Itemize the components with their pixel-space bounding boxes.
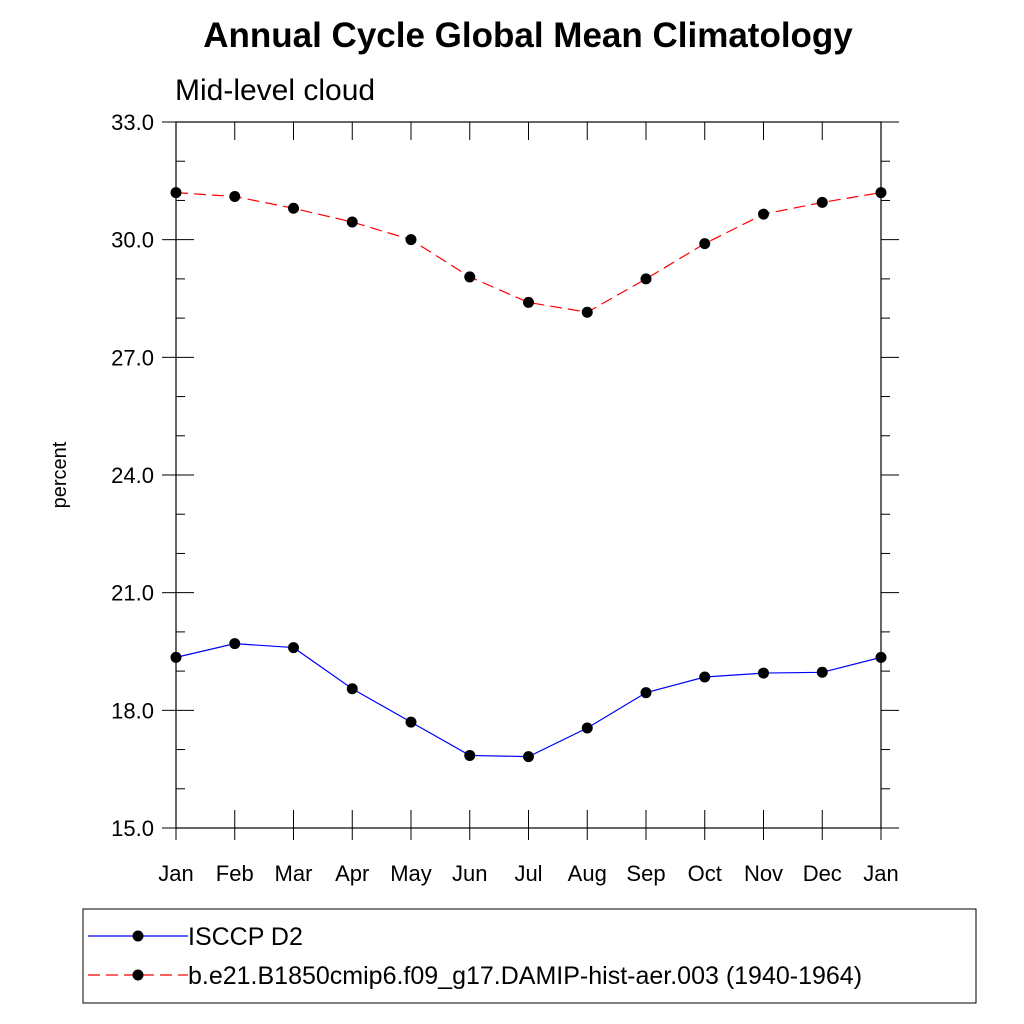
x-tick-labels: Jan Feb Mar Apr May Jun Jul Aug Sep Oct Nov Dec Jan	[158, 861, 898, 886]
series-0-point	[699, 671, 711, 683]
series-0-point	[170, 651, 182, 663]
series-1-point	[758, 208, 769, 220]
x-tick-label: Nov	[744, 861, 783, 886]
x-tick-label: Jan	[863, 861, 898, 886]
x-tick-label: Feb	[216, 861, 254, 886]
series-0-point	[523, 751, 534, 763]
x-tick-label: Dec	[803, 861, 842, 886]
y-tick-label: 27.0	[111, 345, 154, 370]
legend-marker-0	[132, 930, 144, 942]
x-tick-label: Aug	[568, 861, 607, 886]
series-1-point	[640, 273, 652, 285]
y-tick-label: 21.0	[111, 581, 154, 606]
series-1-point	[170, 187, 182, 199]
legend-marker-1	[132, 969, 144, 981]
series-0-point	[346, 683, 358, 695]
legend: ISCCP D2 b.e21.B1850cmip6.f09_g17.DAMIP-h…	[88, 923, 862, 990]
series-0-point	[875, 651, 887, 663]
series-1-point	[523, 296, 534, 308]
series-layer	[170, 187, 887, 763]
legend-label-0: ISCCP D2	[188, 923, 303, 951]
y-tick-label: 24.0	[111, 463, 154, 488]
legend-label-1: b.e21.B1850cmip6.f09_g17.DAMIP-hist-aer.…	[188, 962, 862, 990]
chart-title: Annual Cycle Global Mean Climatology	[203, 16, 853, 55]
series-1-point	[288, 202, 299, 214]
x-tick-label: Jul	[514, 861, 542, 886]
series-1-point	[464, 271, 476, 283]
y-tick-label: 15.0	[111, 816, 154, 841]
series-0-point	[405, 716, 417, 728]
series-1-point	[699, 238, 711, 250]
y-tick-label: 33.0	[111, 110, 154, 135]
chart-subtitle: Mid-level cloud	[175, 74, 375, 107]
series-0-point	[581, 722, 593, 734]
y-tick-label: 30.0	[111, 228, 154, 253]
series-0-point	[464, 749, 476, 761]
axis-ticks	[162, 121, 899, 840]
series-1-point	[875, 187, 887, 199]
x-tick-label: Jan	[158, 861, 193, 886]
y-tick-label: 18.0	[111, 698, 154, 723]
series-0-point	[758, 667, 769, 679]
series-1-point	[816, 196, 828, 208]
x-tick-label: Oct	[688, 861, 722, 886]
y-tick-labels: 15.0 18.0 21.0 24.0 27.0 30.0 33.0	[111, 110, 154, 841]
x-tick-label: Apr	[335, 861, 369, 886]
series-1-point	[405, 234, 417, 246]
series-0-point	[229, 638, 241, 650]
series-1-point	[229, 191, 241, 203]
y-axis-label: percent	[49, 441, 71, 508]
series-0-point	[640, 687, 652, 699]
series-1-point	[581, 306, 593, 318]
series-line-0	[175, 643, 882, 758]
legend-box	[82, 908, 977, 1004]
plot-frame	[175, 121, 882, 829]
x-tick-label: Sep	[626, 861, 665, 886]
series-0-point	[816, 666, 828, 678]
x-tick-label: May	[390, 861, 432, 886]
series-line-1	[175, 192, 882, 313]
x-tick-label: Jun	[452, 861, 487, 886]
series-1-point	[346, 216, 358, 228]
series-0-point	[288, 642, 299, 654]
x-tick-label: Mar	[275, 861, 313, 886]
